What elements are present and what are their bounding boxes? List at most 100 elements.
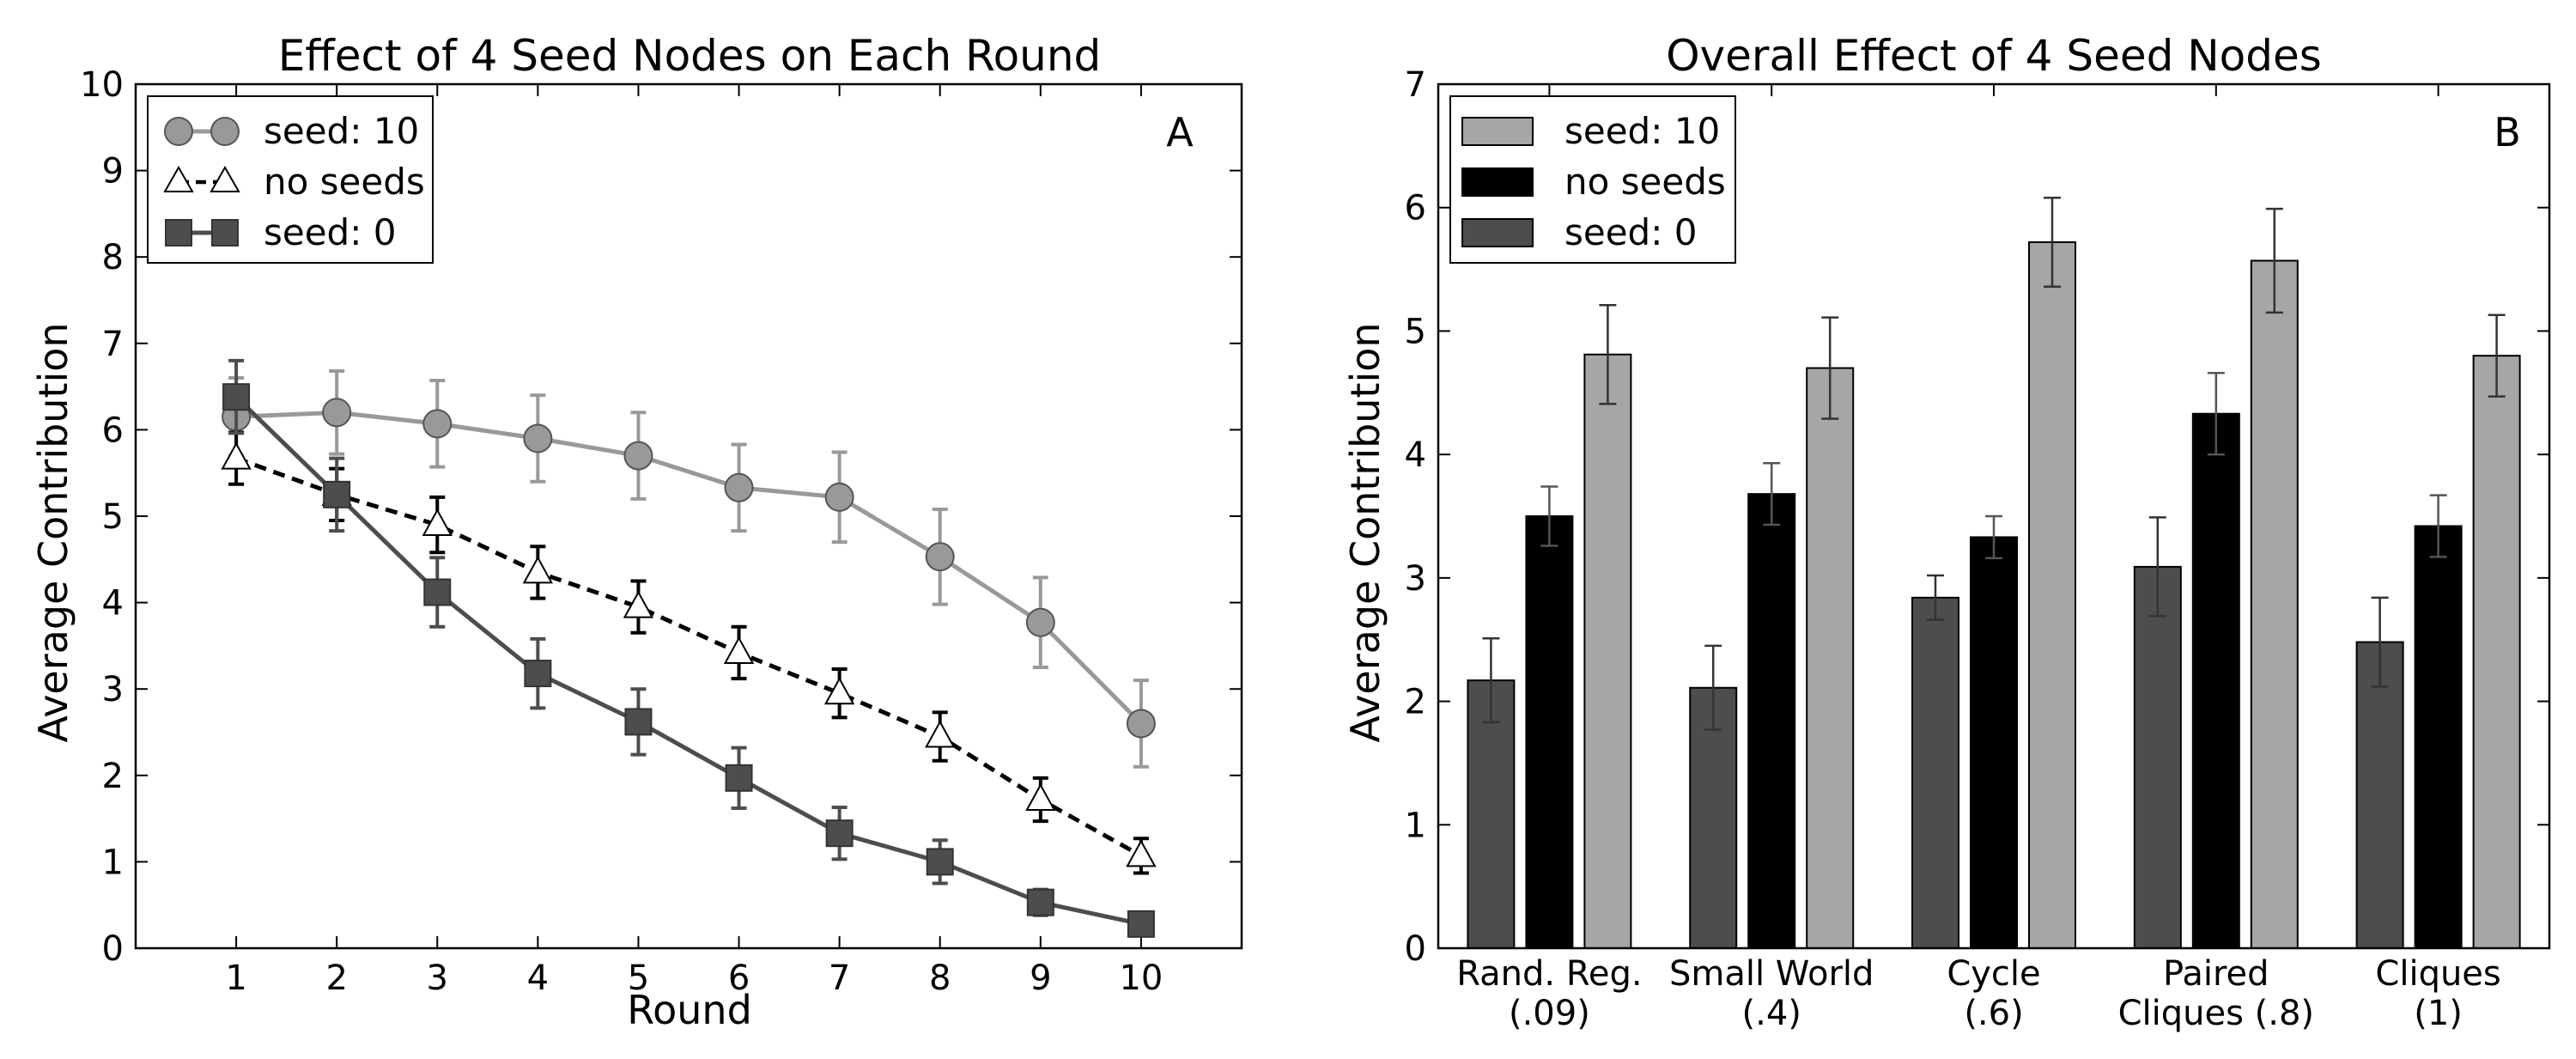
panel-a-title: Effect of 4 Seed Nodes on Each Round (278, 31, 1102, 81)
legend-a-noseeds-marker (163, 165, 194, 192)
a-data-point (724, 472, 754, 502)
panel-a-x-axis-label: Round (627, 987, 752, 1033)
b-y-tick-label: 5 (1405, 312, 1426, 351)
legend-a-seed10-marker (164, 117, 193, 146)
a-data-point (222, 383, 251, 411)
a-series-line (235, 410, 1143, 726)
a-x-tick-label: 1 (225, 959, 246, 998)
a-data-point (823, 677, 855, 705)
a-series-seed-0 (222, 358, 1155, 938)
a-data-point (1025, 782, 1056, 811)
a-x-tick-label: 10 (1119, 959, 1163, 998)
b-bar (2133, 565, 2182, 949)
panel-b-letter: B (2494, 109, 2521, 155)
a-data-point (1025, 607, 1055, 637)
panel-b-plot-frame (1437, 82, 2551, 950)
b-bar (2414, 525, 2463, 949)
legend-a-seed0: seed: 0 (165, 211, 396, 253)
b-bar (1970, 536, 2018, 950)
a-data-point (725, 764, 753, 792)
b-y-tick-label: 0 (1405, 929, 1426, 969)
b-category-label: Paired (2163, 954, 2269, 994)
legend-b-seed10: seed: 10 (1461, 110, 1720, 152)
b-bar (1467, 679, 1516, 949)
a-data-point (322, 398, 352, 428)
b-y-tick-label: 1 (1405, 806, 1426, 845)
a-data-point (624, 708, 653, 736)
b-bar (1806, 367, 1855, 949)
a-data-point (1026, 888, 1054, 916)
legend-b-seed10-label: seed: 10 (1564, 110, 1720, 152)
panel-a-legend: seed: 10 no seeds seed: 0 (147, 95, 434, 264)
b-category-label: (1) (2414, 994, 2463, 1033)
b-bar-group (1467, 303, 1632, 949)
a-x-tick-label: 8 (929, 959, 951, 998)
a-x-tick-label: 2 (325, 959, 347, 998)
legend-b-seed0-label: seed: 0 (1564, 211, 1697, 253)
a-y-tick-label: 2 (102, 757, 124, 796)
a-y-tick-label: 5 (102, 497, 124, 537)
panel-a-ticks: 0 1 2 3 4 5 6 7 8 9 10 1 2 3 4 5 6 7 8 9 10 (80, 65, 1242, 998)
b-category-label: Small World (1669, 954, 1874, 994)
legend-b-seed0: seed: 0 (1461, 211, 1697, 253)
a-data-point (524, 660, 552, 688)
panel-a-letter: A (1166, 109, 1194, 155)
a-data-point (623, 441, 653, 471)
panel-b-y-axis-label: Average Contribution (1342, 322, 1388, 742)
legend-a-seed10: seed: 10 (164, 110, 419, 152)
b-y-tick-label: 6 (1405, 189, 1426, 228)
b-bar (2250, 259, 2299, 949)
b-category-label: (.09) (1509, 994, 1590, 1033)
panel-b-legend: seed: 10 no seeds seed: 0 (1449, 95, 1736, 264)
a-x-tick-label: 4 (527, 959, 549, 998)
a-y-tick-label: 9 (102, 152, 124, 192)
a-data-point (926, 848, 954, 876)
a-y-tick-label: 0 (102, 929, 124, 969)
b-bar-group (1911, 196, 2076, 950)
a-x-tick-label: 9 (1030, 959, 1051, 998)
b-y-tick-label: 7 (1405, 65, 1426, 105)
a-data-point (1126, 709, 1156, 739)
b-bar (1525, 515, 1574, 949)
b-bar (2191, 412, 2240, 949)
legend-a-noseeds-marker (210, 165, 240, 192)
a-y-tick-label: 8 (102, 238, 124, 277)
a-data-point (522, 556, 554, 584)
a-data-point (422, 508, 453, 537)
legend-b-seed0-swatch (1461, 218, 1534, 247)
legend-b-noseeds-label: no seeds (1564, 161, 1726, 203)
panel-a-plot-frame (134, 82, 1243, 950)
legend-a-seed10-marker (210, 117, 240, 146)
a-series-seed-10 (222, 368, 1156, 769)
legend-b-seed10-swatch (1461, 117, 1534, 146)
b-bar (1583, 353, 1632, 949)
b-bar (2028, 240, 2076, 949)
panel-a-series (221, 358, 1157, 938)
a-data-point (221, 441, 252, 470)
legend-a-seed10-label: seed: 10 (264, 110, 419, 152)
a-data-point (723, 636, 755, 664)
a-data-point (825, 819, 854, 848)
a-x-tick-label: 5 (628, 959, 649, 998)
legend-a-seed0-marker (211, 219, 239, 246)
a-y-tick-label: 3 (102, 670, 124, 709)
a-data-point (323, 480, 351, 508)
a-y-tick-label: 7 (102, 325, 124, 364)
a-y-tick-label: 6 (102, 411, 124, 450)
panel-b-bars (1467, 196, 2521, 950)
legend-a-noseeds: no seeds (163, 161, 425, 203)
a-series-no-seeds (221, 430, 1157, 875)
b-category-label: (.6) (1964, 994, 2023, 1033)
panel-a-line-chart: Effect of 4 Seed Nodes on Each Round Ave… (30, 31, 1243, 1033)
legend-a-noseeds-label: no seeds (264, 161, 425, 203)
b-category-label: (.4) (1742, 994, 1801, 1033)
a-data-point (523, 423, 553, 453)
a-x-tick-label: 6 (728, 959, 750, 998)
a-data-point (925, 542, 955, 572)
b-bar-group (2133, 207, 2299, 949)
panel-b-bar-chart: Overall Effect of 4 Seed Nodes Average C… (1342, 31, 2551, 1033)
b-y-tick-label: 2 (1405, 683, 1426, 722)
a-data-point (1126, 839, 1157, 867)
a-data-point (423, 578, 452, 606)
